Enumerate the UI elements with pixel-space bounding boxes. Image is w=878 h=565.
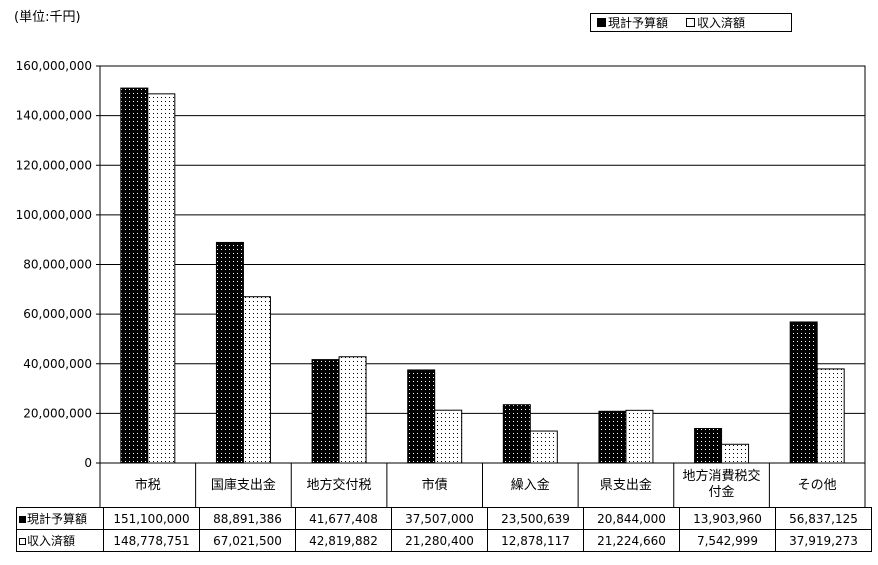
table-cell: 151,100,000 bbox=[103, 507, 200, 530]
bar-budget bbox=[694, 428, 723, 464]
table-cell: 23,500,639 bbox=[487, 507, 584, 530]
bar-received bbox=[816, 368, 845, 464]
row-swatch-received bbox=[19, 538, 26, 545]
table-cell: 13,903,960 bbox=[679, 507, 776, 530]
table-cell: 88,891,386 bbox=[199, 507, 296, 530]
table-cell: 67,021,500 bbox=[199, 529, 296, 552]
y-tick-label: 120,000,000 bbox=[16, 158, 92, 172]
table-cell: 12,878,117 bbox=[487, 529, 584, 552]
bar-budget bbox=[502, 404, 531, 464]
x-category-label: 国庫支出金 bbox=[211, 477, 276, 493]
legend-item-received: 収入済額 bbox=[686, 14, 745, 31]
table-cell: 42,819,882 bbox=[295, 529, 392, 552]
bar-received bbox=[147, 93, 176, 464]
y-tick-label: 140,000,000 bbox=[16, 109, 92, 123]
x-category-label: 市税 bbox=[135, 477, 161, 493]
bar-received bbox=[338, 356, 367, 464]
table-cell: 21,280,400 bbox=[391, 529, 488, 552]
bar-chart: 0 20,000,000 40,000,000 60,000,000 80,000,00… bbox=[16, 59, 866, 507]
bar-budget bbox=[789, 321, 818, 464]
y-tick-label: 100,000,000 bbox=[16, 208, 92, 222]
table-cell: 37,507,000 bbox=[391, 507, 488, 530]
bar-budget bbox=[215, 241, 244, 464]
row-label-received: 収入済額 bbox=[27, 534, 76, 548]
x-category-label: 繰入金 bbox=[511, 477, 550, 493]
data-table: 現計予算額 151,100,000 88,891,386 41,677,408 … bbox=[16, 507, 872, 552]
y-tick-label: 40,000,000 bbox=[23, 357, 92, 371]
x-category-label: 地方消費税交 bbox=[683, 468, 761, 484]
row-swatch-budget bbox=[19, 516, 26, 523]
bar-received bbox=[434, 409, 463, 464]
table-cell: 21,224,660 bbox=[583, 529, 680, 552]
legend-label-budget: 現計予算額 bbox=[608, 16, 669, 30]
x-category-label: 地方交付税 bbox=[307, 477, 372, 493]
chart-legend: 現計予算額 収入済額 bbox=[590, 13, 792, 32]
table-cell: 20,844,000 bbox=[583, 507, 680, 530]
table-cell: 7,542,999 bbox=[679, 529, 776, 552]
bar-budget bbox=[311, 359, 340, 464]
table-row-budget: 現計予算額 151,100,000 88,891,386 41,677,408 … bbox=[16, 507, 872, 530]
unit-label: (単位:千円) bbox=[14, 10, 81, 25]
y-tick-label: 0 bbox=[84, 456, 92, 470]
row-header-budget: 現計予算額 bbox=[16, 507, 104, 530]
bar-received bbox=[242, 296, 271, 464]
legend-label-received: 収入済額 bbox=[697, 16, 746, 30]
legend-swatch-budget bbox=[597, 18, 606, 27]
legend-swatch-received bbox=[686, 18, 696, 27]
bar-received bbox=[721, 443, 750, 464]
bar-budget bbox=[598, 410, 627, 464]
y-tick-label: 20,000,000 bbox=[23, 406, 92, 420]
bar-received bbox=[625, 409, 654, 464]
y-tick-label: 160,000,000 bbox=[16, 59, 92, 73]
table-cell: 56,837,125 bbox=[775, 507, 872, 530]
table-cell: 41,677,408 bbox=[295, 507, 392, 530]
bar-received bbox=[529, 430, 558, 464]
x-category-label: その他 bbox=[798, 478, 837, 493]
y-tick-label: 80,000,000 bbox=[23, 258, 92, 272]
row-header-received: 収入済額 bbox=[16, 529, 104, 552]
x-category-label: 付金 bbox=[709, 484, 735, 500]
table-cell: 37,919,273 bbox=[775, 529, 872, 552]
table-row-received: 収入済額 148,778,751 67,021,500 42,819,882 2… bbox=[16, 529, 872, 552]
bar-budget bbox=[120, 87, 149, 464]
table-cell: 148,778,751 bbox=[103, 529, 200, 552]
bar-budget bbox=[407, 369, 436, 464]
x-category-label: 市債 bbox=[422, 477, 448, 493]
legend-item-budget: 現計予算額 bbox=[597, 14, 668, 31]
x-category-label: 県支出金 bbox=[600, 477, 652, 493]
row-label-budget: 現計予算額 bbox=[27, 512, 88, 526]
y-tick-label: 60,000,000 bbox=[23, 307, 92, 321]
